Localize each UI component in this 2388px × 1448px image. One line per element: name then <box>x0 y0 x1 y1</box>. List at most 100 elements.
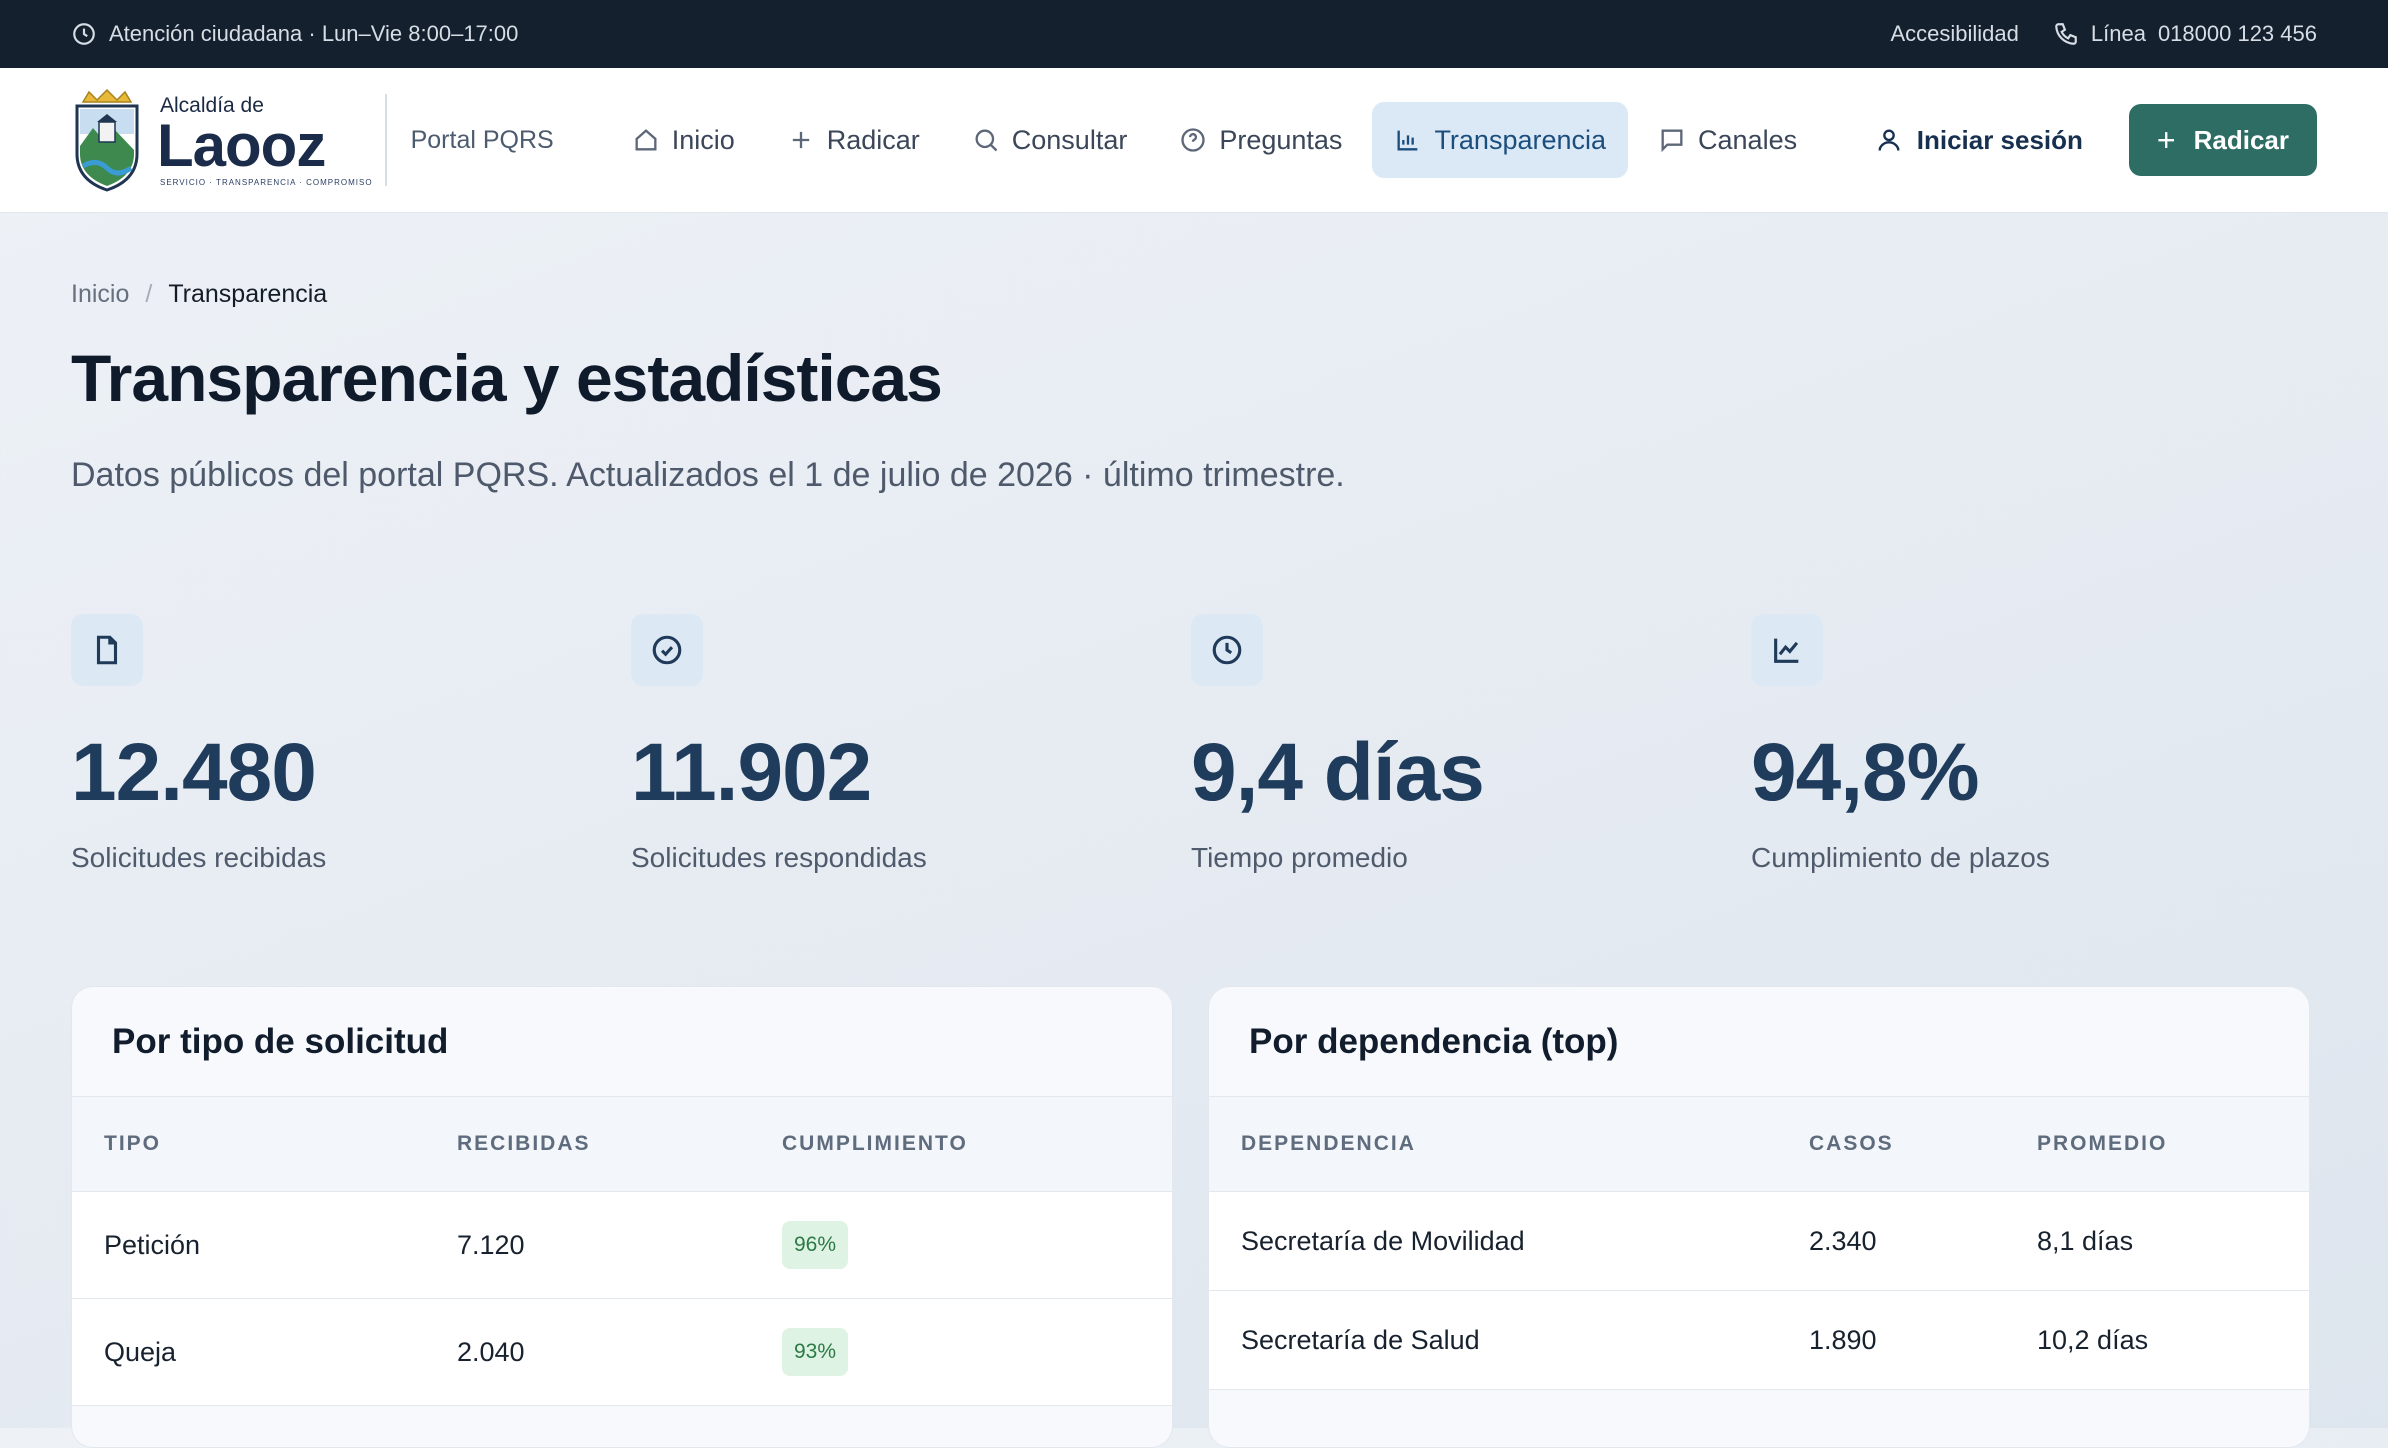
clock-icon <box>1212 635 1242 665</box>
accessibility-link[interactable]: Accesibilidad <box>1890 21 2019 46</box>
hours-info: Atención ciudadana · Lun–Vie 8:00–17:00 <box>71 21 518 47</box>
kpi-label: Solicitudes respondidas <box>631 842 927 873</box>
cell-recibidas: 7.120 <box>425 1191 750 1299</box>
kpi-card: 12.480 Solicitudes recibidas <box>71 614 631 874</box>
hours-text: Atención ciudadana · Lun–Vie 8:00–17:00 <box>109 21 519 46</box>
table-header-row: DEPENDENCIA CASOS PROMEDIO <box>1209 1097 2309 1192</box>
coat-of-arms-icon <box>75 88 139 192</box>
kpi-icon-box <box>1751 614 1823 686</box>
breadcrumb-home[interactable]: Inicio <box>71 280 130 308</box>
dependencia-table: DEPENDENCIA CASOS PROMEDIO Secretaría de… <box>1209 1097 2309 1390</box>
panel-title: Por dependencia (top) <box>1209 987 2309 1097</box>
check-circle-icon <box>652 635 682 665</box>
chat-icon <box>1661 129 1683 153</box>
radicar-button-label: Radicar <box>2193 124 2289 155</box>
kpi-card: 9,4 días Tiempo promedio <box>1191 614 1751 874</box>
cell-promedio: 10,2 días <box>2005 1290 2309 1390</box>
nav-label: Canales <box>1698 124 1798 155</box>
cell-dependencia: Secretaría de Movilidad <box>1209 1191 1777 1291</box>
phone-line[interactable]: Línea 018000 123 456 <box>2053 21 2317 47</box>
kpi-label: Solicitudes recibidas <box>71 842 327 873</box>
kpi-card: 11.902 Solicitudes respondidas <box>631 614 1191 874</box>
kpi-label: Cumplimiento de plazos <box>1751 842 2050 873</box>
tipo-table: TIPO RECIBIDAS CUMPLIMIENTO Petición 7.1… <box>72 1097 1172 1406</box>
column-header: CASOS <box>1777 1097 2005 1192</box>
login-label: Iniciar sesión <box>1916 124 2083 155</box>
table-row: Secretaría de Salud 1.890 10,2 días <box>1209 1290 2309 1390</box>
kpi-row: 12.480 Solicitudes recibidas 11.902 Soli… <box>71 614 2311 874</box>
plus-icon <box>792 131 809 149</box>
login-link[interactable]: Iniciar sesión <box>1875 125 2083 156</box>
nav-item-canales[interactable]: Canales <box>1636 102 1819 178</box>
nav-label: Radicar <box>826 124 920 155</box>
clock-icon <box>73 23 95 45</box>
nav-label: Consultar <box>1011 124 1128 155</box>
table-row: Secretaría de Movilidad 2.340 8,1 días <box>1209 1191 2309 1291</box>
page-subtitle: Datos públicos del portal PQRS. Actualiz… <box>71 456 1345 494</box>
main-header: Alcaldía de Laooz SERVICIO · TRANSPARENC… <box>0 68 2388 213</box>
document-icon <box>96 635 118 665</box>
kpi-value: 9,4 días <box>1191 727 1485 818</box>
cell-recibidas: 2.040 <box>425 1298 750 1406</box>
cell-casos: 1.890 <box>1777 1290 2005 1390</box>
bar-chart-icon <box>1397 130 1418 151</box>
logo-tagline: SERVICIO · TRANSPARENCIA · COMPROMISO <box>160 177 373 187</box>
main-nav: Inicio Radicar Consultar Preguntas Trans… <box>610 102 1819 178</box>
kpi-card: 94,8% Cumplimiento de plazos <box>1751 614 2311 874</box>
cell-tipo: Queja <box>72 1298 425 1406</box>
breadcrumb-separator: / <box>145 280 153 308</box>
home-icon <box>635 129 657 151</box>
cell-dependencia: Secretaría de Salud <box>1209 1290 1777 1390</box>
column-header: CUMPLIMIENTO <box>750 1097 1172 1192</box>
tipo-panel: Por tipo de solicitud TIPO RECIBIDAS CUM… <box>71 986 1173 1448</box>
search-icon <box>975 129 998 152</box>
portal-label: Portal PQRS <box>410 125 554 154</box>
breadcrumb-current: Transparencia <box>168 280 328 308</box>
nav-item-inicio[interactable]: Inicio <box>610 102 757 178</box>
plus-icon: + <box>2156 121 2176 158</box>
phone-icon <box>2055 23 2077 45</box>
kpi-value: 12.480 <box>71 727 317 818</box>
kpi-label: Tiempo promedio <box>1191 842 1408 873</box>
nav-item-radicar[interactable]: Radicar <box>765 102 942 178</box>
logo-divider <box>384 94 387 186</box>
cell-promedio: 8,1 días <box>2005 1191 2309 1291</box>
kpi-value: 11.902 <box>631 727 872 818</box>
dependencia-panel: Por dependencia (top) DEPENDENCIA CASOS … <box>1208 986 2310 1448</box>
panel-title: Por tipo de solicitud <box>72 987 1172 1097</box>
table-row: Petición 7.120 96% <box>72 1191 1172 1299</box>
radicar-button[interactable]: + Radicar <box>2128 104 2317 176</box>
cell-casos: 2.340 <box>1777 1191 2005 1291</box>
cell-tipo: Petición <box>72 1191 425 1299</box>
phone-line-label: Línea <box>2090 21 2146 46</box>
kpi-icon-box <box>71 614 143 686</box>
logo[interactable]: Alcaldía de Laooz SERVICIO · TRANSPARENC… <box>71 88 373 192</box>
page-title: Transparencia y estadísticas <box>71 341 943 415</box>
cell-cumplimiento: 96% <box>750 1191 1172 1299</box>
cell-cumplimiento: 93% <box>750 1298 1172 1406</box>
kpi-icon-box <box>631 614 703 686</box>
table-header-row: TIPO RECIBIDAS CUMPLIMIENTO <box>72 1097 1172 1192</box>
nav-item-transparencia[interactable]: Transparencia <box>1372 102 1629 178</box>
status-badge: 96% <box>782 1221 849 1269</box>
phone-line-number: 018000 123 456 <box>2157 21 2317 46</box>
status-badge: 93% <box>782 1328 849 1376</box>
table-row: Queja 2.040 93% <box>72 1298 1172 1406</box>
kpi-value: 94,8% <box>1751 727 1980 818</box>
trend-chart-icon <box>1774 638 1799 663</box>
breadcrumb: Inicio / Transparencia <box>71 280 327 309</box>
nav-label: Transparencia <box>1434 124 1607 155</box>
kpi-icon-box <box>1191 614 1263 686</box>
nav-item-preguntas[interactable]: Preguntas <box>1157 102 1364 178</box>
column-header: RECIBIDAS <box>425 1097 750 1192</box>
nav-item-consultar[interactable]: Consultar <box>950 102 1150 178</box>
column-header: TIPO <box>72 1097 425 1192</box>
help-circle-icon <box>1181 128 1206 152</box>
nav-label: Preguntas <box>1219 124 1343 155</box>
column-header: DEPENDENCIA <box>1209 1097 1777 1192</box>
utility-bar: Atención ciudadana · Lun–Vie 8:00–17:00 … <box>0 0 2388 68</box>
column-header: PROMEDIO <box>2005 1097 2309 1192</box>
user-icon <box>1878 129 1900 151</box>
logo-small-text: Alcaldía de <box>160 93 264 117</box>
nav-label: Inicio <box>671 124 735 155</box>
